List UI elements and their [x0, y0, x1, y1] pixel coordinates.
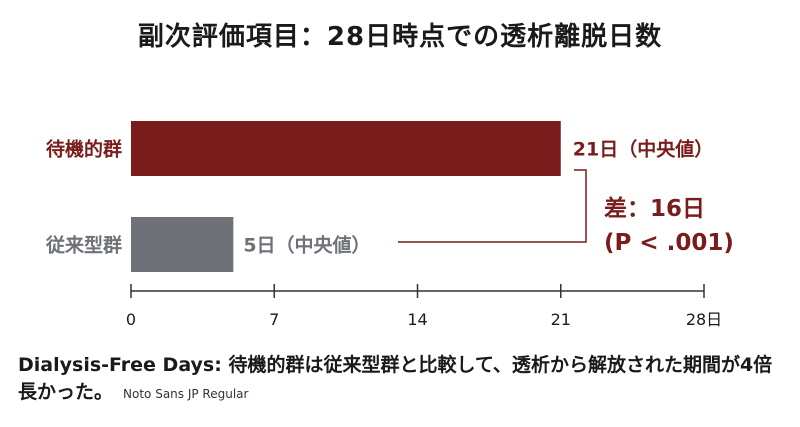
font-note: Noto Sans JP Regular	[123, 387, 249, 401]
x-tick-label: 14	[407, 310, 427, 329]
x-tick-label: 0	[126, 310, 136, 329]
bar-conventional	[131, 217, 234, 272]
data-label: 5日（中央値）	[243, 234, 370, 257]
category-label: 待機的群	[46, 138, 122, 161]
data-label: 21日（中央値）	[573, 138, 713, 161]
x-tick-label: 21	[551, 310, 571, 329]
chart-caption: Dialysis-Free Days: 待機的群は従来型群と比較して、透析から解…	[18, 352, 788, 408]
bar-standby	[131, 121, 561, 176]
difference-annotation: 差：16日	[604, 195, 705, 222]
x-tick-label: 7	[269, 310, 279, 329]
chart-title: 副次評価項目：28日時点での透析離脱日数	[137, 22, 663, 52]
x-tick-label: 28日	[686, 310, 722, 329]
caption-text: Dialysis-Free Days: 待機的群は従来型群と比較して、透析から解…	[18, 354, 773, 403]
category-label: 従来型群	[45, 234, 122, 257]
difference-bracket	[398, 169, 587, 243]
p-value-annotation: (P < .001)	[604, 230, 734, 256]
